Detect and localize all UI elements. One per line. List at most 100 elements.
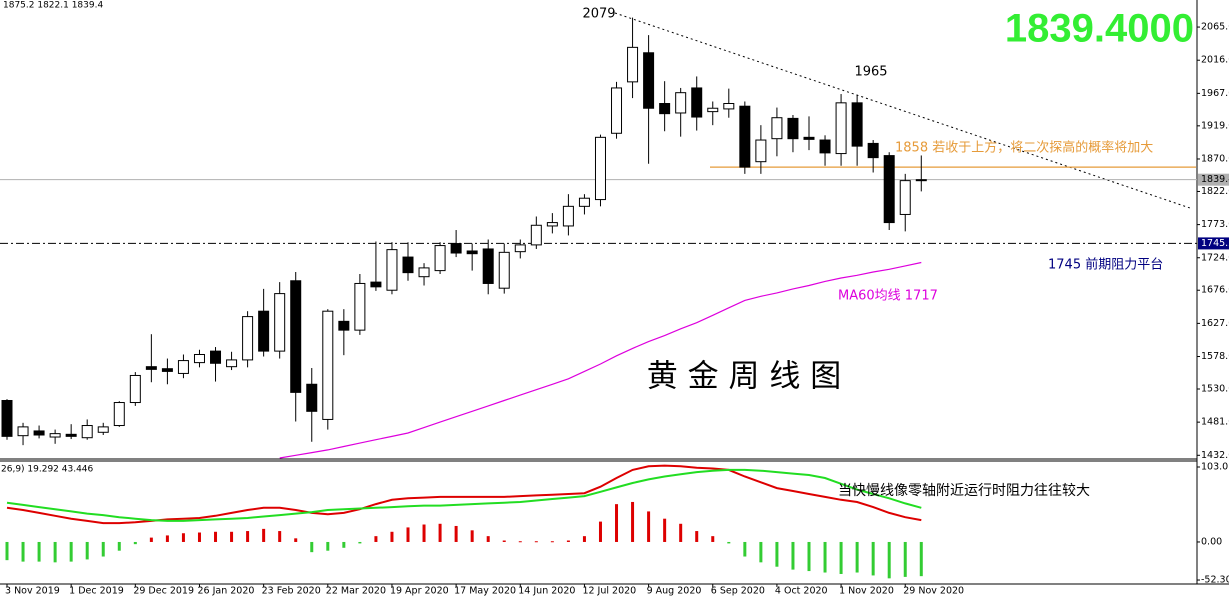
- macd-histogram-bar: [37, 541, 41, 562]
- candle-body: [242, 316, 254, 361]
- macd-histogram-bar: [53, 541, 57, 563]
- macd-histogram-bar: [101, 541, 105, 557]
- candle-body: [258, 310, 270, 352]
- macd-histogram-bar: [358, 541, 362, 544]
- macd-histogram-bar: [759, 541, 763, 563]
- macd-histogram-bar: [663, 518, 667, 542]
- price-tag-label: 1839.4: [1201, 174, 1229, 185]
- macd-histogram-bar: [246, 531, 250, 542]
- candle-body: [819, 139, 831, 154]
- candle-body: [643, 52, 655, 109]
- macd-histogram-bar: [85, 541, 89, 560]
- macd-histogram-bar: [502, 540, 506, 542]
- candle-body: [611, 87, 623, 134]
- candle-body: [498, 251, 510, 289]
- quote: 1839.4000: [1005, 7, 1194, 51]
- macd-histogram-bar: [406, 527, 410, 542]
- x-tick-label: 12 Jul 2020: [582, 586, 636, 597]
- candle-body: [659, 103, 671, 115]
- macd-histogram-bar: [133, 541, 137, 545]
- macd-histogram-bar: [390, 531, 394, 542]
- y-tick-label: 1676.0: [1201, 285, 1229, 296]
- y-tick-label: 1919.0: [1201, 120, 1229, 131]
- macd-histogram-bar: [711, 536, 715, 542]
- macd-histogram-bar: [197, 532, 201, 542]
- macd-header: 26,9) 19.292 43.446: [1, 465, 94, 475]
- annotation: 2079: [582, 7, 615, 22]
- candle-body: [867, 142, 879, 159]
- candle-body: [129, 374, 141, 404]
- candle-body: [33, 430, 45, 436]
- macd-histogram-bar: [438, 523, 442, 542]
- macd-histogram-bar: [21, 541, 25, 562]
- candle-body: [354, 282, 366, 331]
- macd-histogram-bar: [566, 540, 570, 542]
- macd-histogram-bar: [887, 541, 891, 579]
- candle-body: [627, 46, 639, 83]
- macd-histogram-bar: [903, 541, 907, 577]
- y-tick-label: 1822.0: [1201, 186, 1229, 197]
- x-tick-label: 22 Mar 2020: [326, 586, 386, 597]
- macd-histogram-bar: [165, 535, 169, 542]
- ma60-line: [279, 261, 922, 459]
- candle-body: [723, 103, 735, 110]
- macd-histogram-bar: [807, 541, 811, 572]
- x-tick-label: 1 Nov 2020: [839, 586, 894, 597]
- macd-histogram-bar: [262, 528, 266, 542]
- trend-line: [614, 12, 1191, 209]
- macd-histogram-bar: [823, 541, 827, 573]
- macd-histogram-bar: [871, 541, 875, 576]
- candle-body: [707, 107, 719, 113]
- candle-body: [113, 402, 125, 427]
- y-tick-label: -52.305: [1201, 575, 1229, 586]
- annotation: 黄 金 周 线 图: [647, 359, 841, 395]
- x-tick-label: 29 Nov 2020: [903, 586, 964, 597]
- y-tick-label: 103.07: [1201, 461, 1229, 472]
- macd-histogram-bar: [679, 523, 683, 542]
- macd-histogram-bar: [422, 524, 426, 542]
- macd-histogram-bar: [278, 531, 282, 542]
- candle-body: [402, 256, 414, 274]
- candle-body: [81, 425, 93, 439]
- candle-body: [691, 87, 703, 118]
- price-tag: [1198, 237, 1229, 250]
- y-tick-label: 1432.0: [1201, 450, 1229, 461]
- y-tick-label: 2016.0: [1201, 55, 1229, 66]
- x-tick-label: 23 Feb 2020: [262, 586, 321, 597]
- macd-histogram-bar: [326, 541, 330, 551]
- candle-body: [177, 360, 189, 374]
- candle-body: [514, 244, 526, 253]
- candle-body: [210, 350, 222, 364]
- macd-histogram-bar: [855, 541, 859, 573]
- macd-histogram-bar: [214, 531, 218, 542]
- candle-body: [755, 139, 767, 163]
- y-tick-label: 1967.0: [1201, 88, 1229, 99]
- x-tick-label: 9 Aug 2020: [647, 586, 702, 597]
- macd-histogram-bar: [598, 521, 602, 542]
- candle-body: [739, 105, 751, 168]
- candle-body: [803, 136, 815, 140]
- price-tag: [1198, 173, 1229, 186]
- macd-histogram-bar: [149, 537, 153, 542]
- candle-body: [546, 222, 558, 227]
- candle-body: [338, 320, 350, 331]
- y-tick-label: 1870.0: [1201, 153, 1229, 164]
- macd-histogram-bar: [615, 504, 619, 542]
- candle-body: [290, 280, 302, 393]
- candle-body: [370, 281, 382, 288]
- macd-histogram-bar: [518, 541, 522, 543]
- macd-histogram-bar: [631, 501, 635, 542]
- ohlc-header: 1875.2 1822.1 1839.4: [3, 1, 103, 11]
- price-tag-label: 1745.2: [1201, 238, 1229, 249]
- macd-histogram-bar: [230, 531, 234, 542]
- candle-body: [17, 426, 29, 437]
- macd-histogram-bar: [534, 541, 538, 543]
- x-tick-label: 3 Nov 2019: [5, 586, 60, 597]
- candle-body: [450, 243, 462, 254]
- macd-histogram-bar: [117, 541, 121, 551]
- macd-histogram-bar: [791, 541, 795, 570]
- y-tick-label: 1481.0: [1201, 417, 1229, 428]
- candle-body: [466, 250, 478, 255]
